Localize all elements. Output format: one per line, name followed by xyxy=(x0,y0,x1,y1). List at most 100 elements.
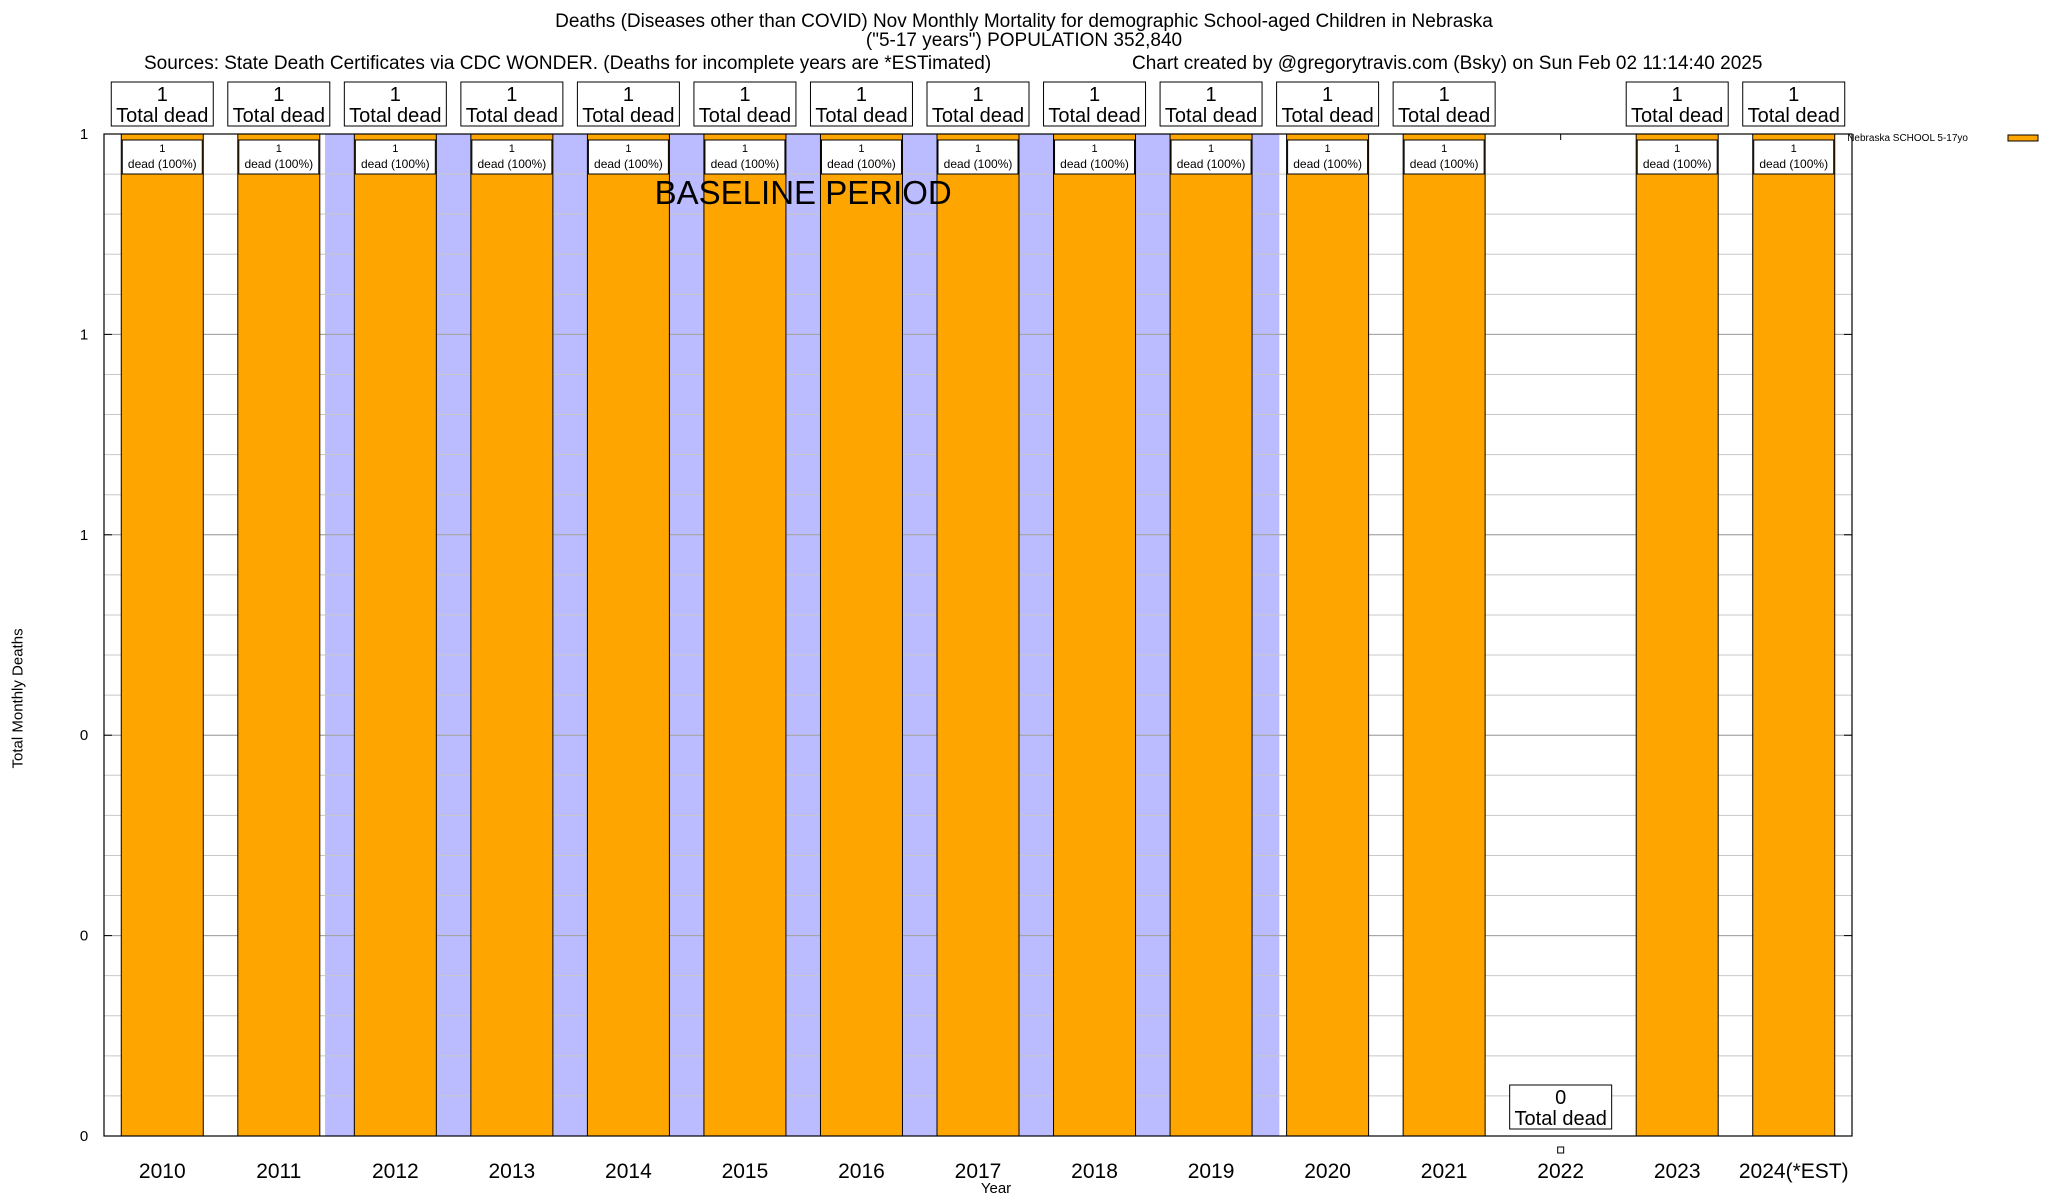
bar-inner-label-box xyxy=(1170,139,1252,175)
x-tick-label: 2021 xyxy=(1421,1160,1468,1183)
bar-total-label-box xyxy=(1625,81,1729,127)
bar-total-suffix-label: Total dead xyxy=(1515,1108,1607,1130)
legend-label: Nebraska SCHOOL 5-17yo xyxy=(1847,133,1968,144)
bar-inner-count-label: 1 xyxy=(1674,143,1680,155)
bar-total-count-label: 1 xyxy=(506,84,517,106)
bar-inner-count-label: 1 xyxy=(1208,143,1214,155)
bar-total-label-box xyxy=(1509,1084,1613,1130)
y-axis-label: Total Monthly Deaths xyxy=(9,628,27,769)
bar-total-count-label: 1 xyxy=(1322,84,1333,106)
bar-inner-percent-label: dead (100%) xyxy=(244,157,313,171)
bar xyxy=(1169,133,1253,1137)
bar-inner-label-box xyxy=(1054,139,1136,175)
bar-inner-count-label: 1 xyxy=(509,143,515,155)
y-tick-label: 0 xyxy=(80,727,88,744)
bar-total-label-box xyxy=(1043,81,1147,127)
bar-inner-percent-label: dead (100%) xyxy=(594,157,663,171)
x-tick-label: 2016 xyxy=(838,1160,885,1183)
bar-total-label-box xyxy=(1159,81,1263,127)
bar xyxy=(470,133,554,1137)
bar-inner-count-label: 1 xyxy=(159,143,165,155)
bar-inner-percent-label: dead (100%) xyxy=(1060,157,1129,171)
bar-total-count-label: 1 xyxy=(1788,84,1799,106)
bar-inner-percent-label: dead (100%) xyxy=(1293,157,1362,171)
x-tick-label: 2014 xyxy=(605,1160,652,1183)
bar xyxy=(1635,133,1719,1137)
bar-inner-percent-label: dead (100%) xyxy=(1643,157,1712,171)
title-line-1: Deaths (Diseases other than COVID) Nov M… xyxy=(555,11,1493,32)
bar-total-suffix-label: Total dead xyxy=(932,105,1024,127)
bar-inner-label-box xyxy=(471,139,553,175)
x-tick-label: 2013 xyxy=(489,1160,536,1183)
bar-total-count-label: 0 xyxy=(1555,1087,1566,1109)
sources-note: Sources: State Death Certificates via CD… xyxy=(144,53,992,74)
x-tick-label: 2023 xyxy=(1654,1160,1701,1183)
bar-total-suffix-label: Total dead xyxy=(1748,105,1840,127)
bar xyxy=(936,133,1020,1137)
bar-total-label-box xyxy=(227,81,331,127)
bar-inner-percent-label: dead (100%) xyxy=(128,157,197,171)
x-tick-label: 2015 xyxy=(722,1160,769,1183)
bar-inner-percent-label: dead (100%) xyxy=(827,157,896,171)
bar-total-label-box xyxy=(1276,81,1380,127)
bar-inner-count-label: 1 xyxy=(1791,143,1797,155)
bar xyxy=(703,133,787,1137)
bar-total-count-label: 1 xyxy=(390,84,401,106)
bar xyxy=(586,133,670,1137)
bar-total-label-box xyxy=(343,81,447,127)
chart-title: Deaths (Diseases other than COVID) Nov M… xyxy=(0,12,2048,50)
x-tick-label: 2017 xyxy=(955,1160,1002,1183)
bar xyxy=(1752,133,1836,1137)
bar-total-count-label: 1 xyxy=(972,84,983,106)
bar-inner-count-label: 1 xyxy=(625,143,631,155)
bar-total-label-box xyxy=(110,81,214,127)
bar-total-suffix-label: Total dead xyxy=(1281,105,1373,127)
credit-note: Chart created by @gregorytravis.com (Bsk… xyxy=(1132,53,1763,74)
y-tick-label: 1 xyxy=(80,527,88,544)
bar-inner-percent-label: dead (100%) xyxy=(711,157,780,171)
bar-inner-label-box xyxy=(937,139,1019,175)
x-tick-label: 2018 xyxy=(1071,1160,1118,1183)
bar-inner-count-label: 1 xyxy=(392,143,398,155)
bar-total-label-box xyxy=(693,81,797,127)
x-tick-label: 2012 xyxy=(372,1160,419,1183)
bar-total-count-label: 1 xyxy=(273,84,284,106)
bar-total-label-box xyxy=(809,81,913,127)
y-tick-label: 1 xyxy=(80,326,88,343)
bar-inner-percent-label: dead (100%) xyxy=(1759,157,1828,171)
bar-total-suffix-label: Total dead xyxy=(466,105,558,127)
bar-inner-percent-label: dead (100%) xyxy=(478,157,547,171)
bar-inner-percent-label: dead (100%) xyxy=(361,157,430,171)
bar-total-count-label: 1 xyxy=(1439,84,1450,106)
bar xyxy=(237,133,321,1137)
bar-inner-label-box xyxy=(820,139,902,175)
bar-inner-count-label: 1 xyxy=(975,143,981,155)
bar-inner-percent-label: dead (100%) xyxy=(1410,157,1479,171)
bar-total-label-box xyxy=(926,81,1030,127)
bar-total-label-box xyxy=(576,81,680,127)
bar-total-label-box xyxy=(1742,81,1846,127)
bar xyxy=(1053,133,1137,1137)
bar-total-count-label: 1 xyxy=(739,84,750,106)
bar-inner-count-label: 1 xyxy=(858,143,864,155)
bar-inner-percent-label: dead (100%) xyxy=(944,157,1013,171)
bar-inner-count-label: 1 xyxy=(1441,143,1447,155)
bar-inner-label-box xyxy=(1753,139,1835,175)
bar-total-count-label: 1 xyxy=(1206,84,1217,106)
title-line-2: ("5-17 years") POPULATION 352,840 xyxy=(865,30,1183,51)
bar-inner-label-box xyxy=(1636,139,1718,175)
bar xyxy=(120,133,204,1137)
bar-inner-label-box xyxy=(587,139,669,175)
bar xyxy=(819,133,903,1137)
bar xyxy=(1286,133,1370,1137)
bar-inner-count-label: 1 xyxy=(276,143,282,155)
bar-total-count-label: 1 xyxy=(157,84,168,106)
bar-inner-label-box xyxy=(121,139,203,175)
x-tick-label: 2019 xyxy=(1188,1160,1235,1183)
bar-total-label-box xyxy=(1392,81,1496,127)
bar-inner-label-box xyxy=(354,139,436,175)
bar-total-suffix-label: Total dead xyxy=(815,105,907,127)
legend-swatch xyxy=(2007,134,2039,142)
x-tick-label: 2011 xyxy=(256,1160,301,1183)
